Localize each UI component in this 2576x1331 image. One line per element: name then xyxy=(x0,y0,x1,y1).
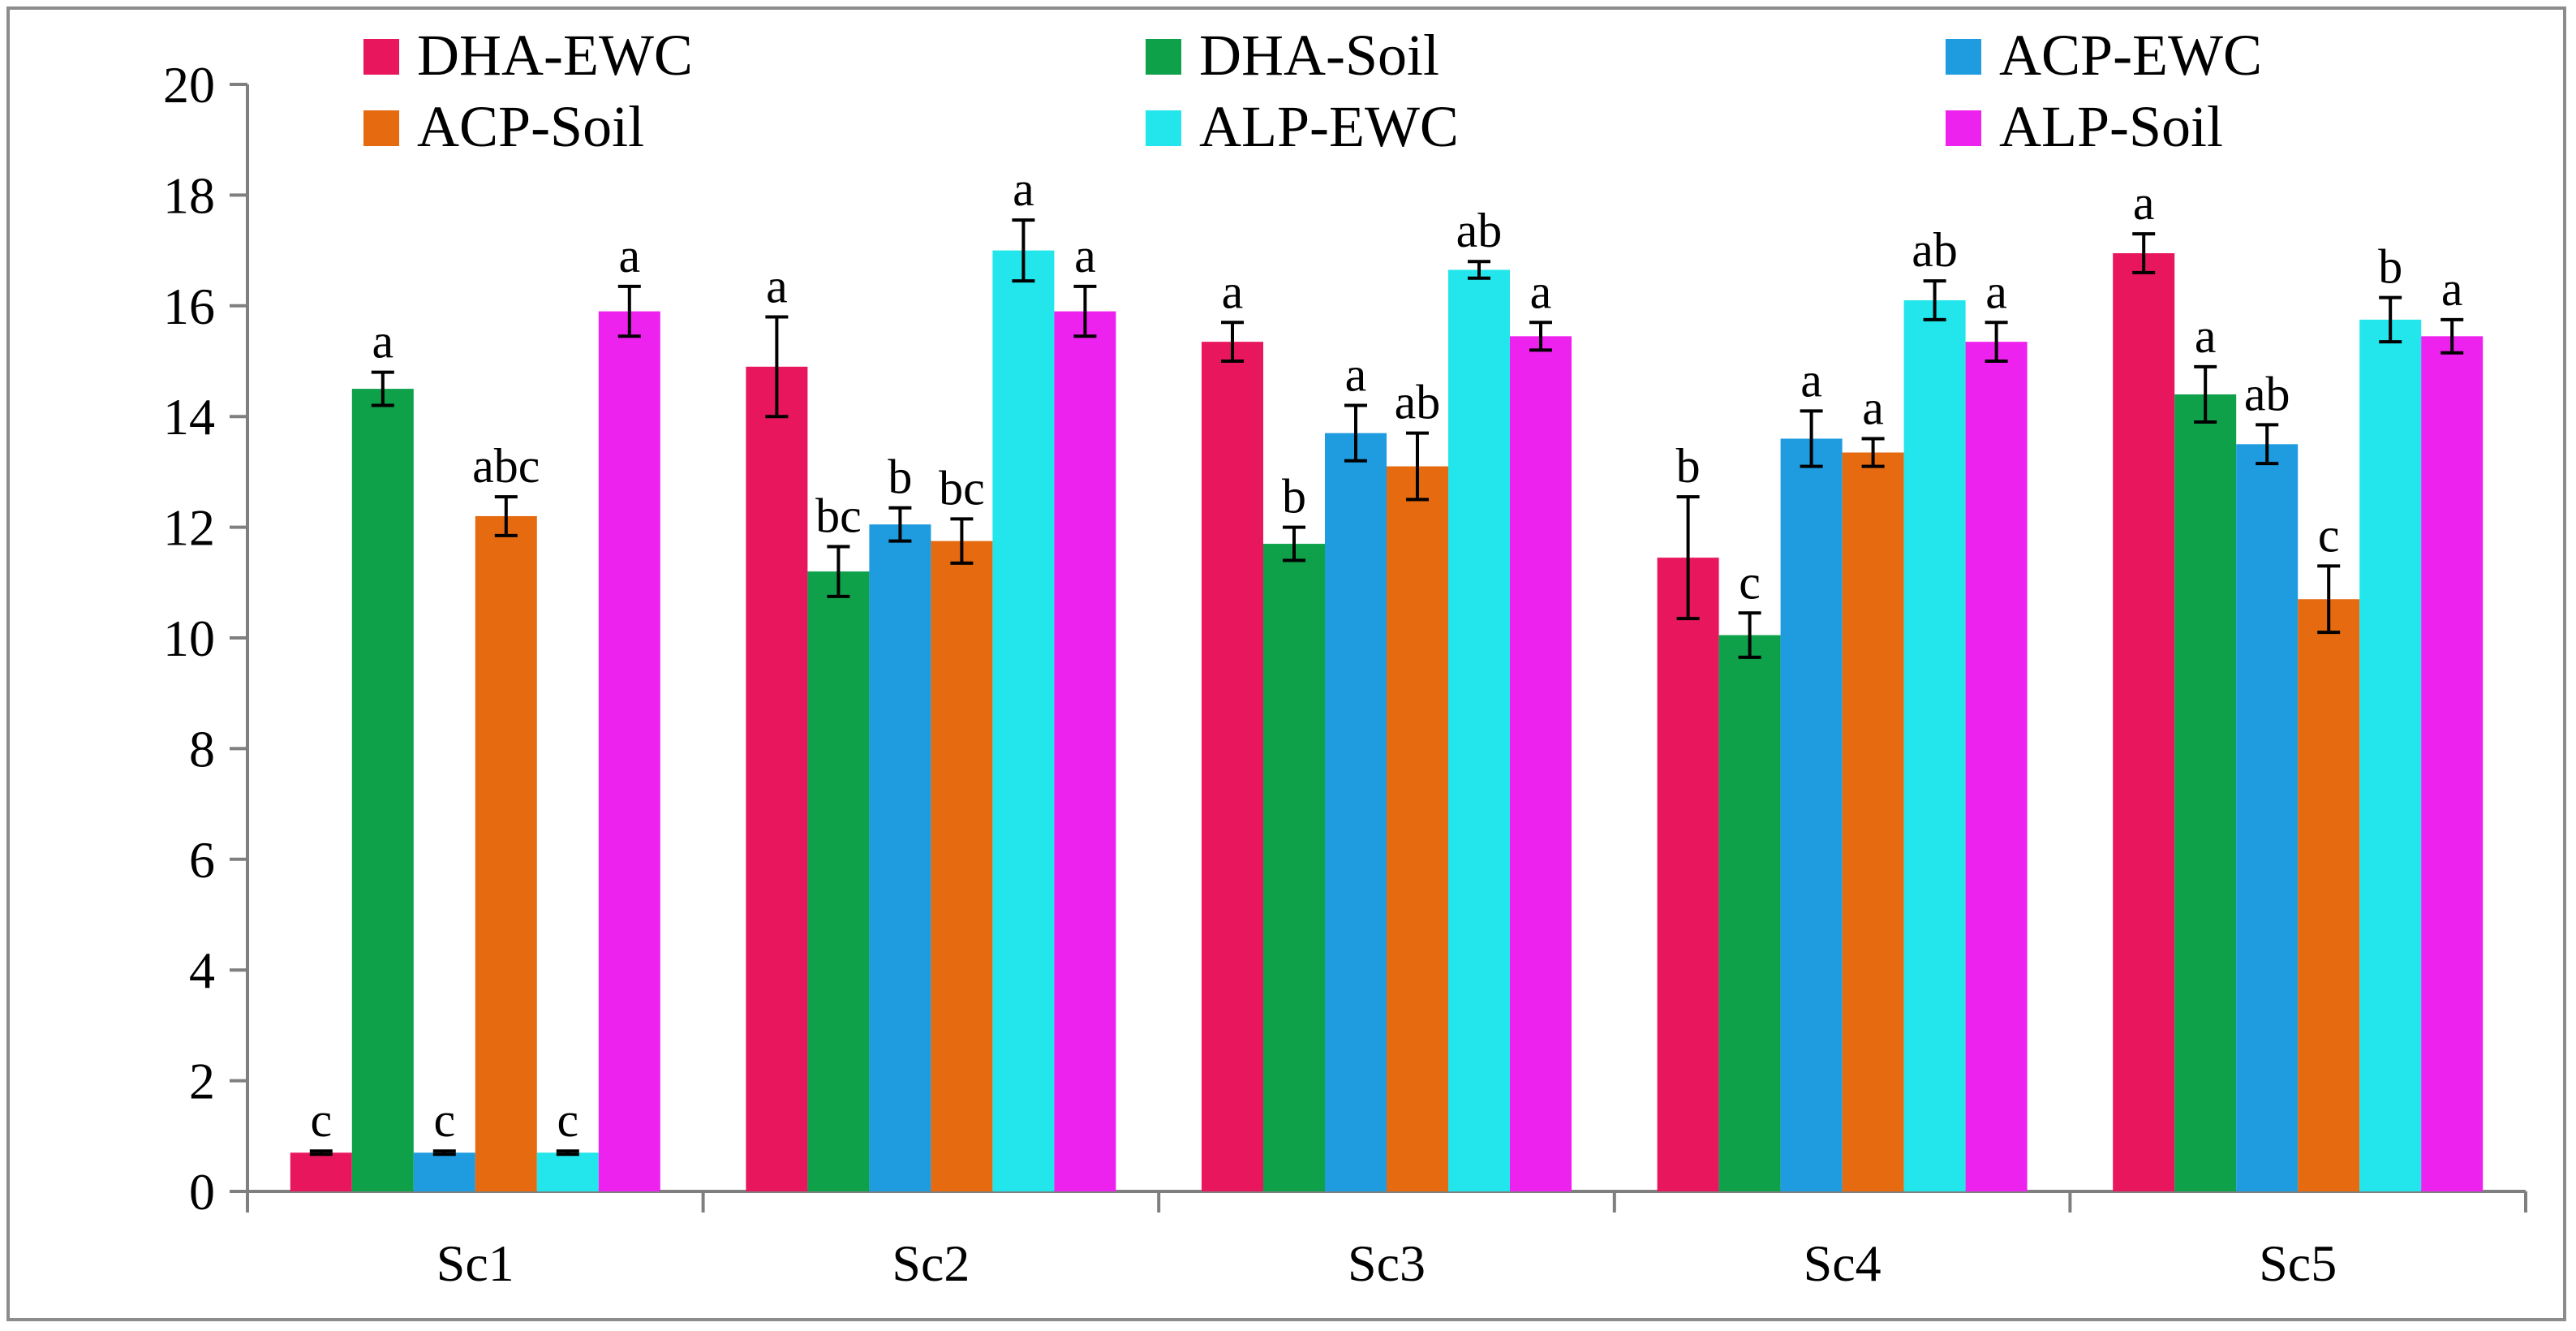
y-tick-label: 2 xyxy=(189,1053,215,1110)
bar xyxy=(598,311,660,1191)
bar xyxy=(869,524,931,1191)
bar xyxy=(1657,558,1719,1191)
bar xyxy=(1325,433,1387,1191)
bar xyxy=(1903,299,1966,1192)
x-category-label: Sc2 xyxy=(892,1234,970,1292)
legend-swatch xyxy=(363,110,399,146)
y-tick-label: 8 xyxy=(189,720,215,777)
bar xyxy=(351,389,414,1192)
bar xyxy=(2359,319,2422,1192)
bar xyxy=(931,541,993,1191)
legend: DHA-EWC DHA-Soil ACP-EWC ACP-Soil ALP-EWC ALP… xyxy=(363,23,2262,159)
bar xyxy=(1202,342,1263,1191)
bar xyxy=(2298,599,2360,1191)
significance-label: b xyxy=(888,450,912,504)
significance-label: c xyxy=(433,1093,455,1147)
significance-label: ab xyxy=(1456,204,1503,257)
significance-label: a xyxy=(1074,229,1096,282)
significance-label: a xyxy=(2133,176,2155,230)
bar xyxy=(2174,394,2237,1191)
bar xyxy=(1510,336,1572,1191)
significance-label: a xyxy=(1222,265,1244,318)
significance-label: bc xyxy=(815,489,862,542)
bar xyxy=(2421,336,2484,1191)
bar xyxy=(1842,452,1904,1191)
legend-label: ACP-Soil xyxy=(417,94,644,159)
bar xyxy=(1263,544,1325,1191)
x-category-label: Sc1 xyxy=(437,1234,514,1292)
x-category-label: Sc3 xyxy=(1348,1234,1426,1292)
legend-label: ALP-Soil xyxy=(1999,94,2223,159)
bar xyxy=(2236,444,2299,1191)
bar xyxy=(2113,253,2175,1191)
y-tick-label: 4 xyxy=(189,941,215,999)
significance-label: c xyxy=(557,1093,578,1147)
y-tick-label: 6 xyxy=(189,831,215,889)
legend-swatch xyxy=(1146,39,1181,75)
significance-label: ab xyxy=(1395,376,1441,429)
legend-label: ACP-EWC xyxy=(1999,23,2262,88)
significance-label: b xyxy=(1282,470,1306,523)
y-tick-label: 10 xyxy=(163,610,215,667)
x-category-label: Sc4 xyxy=(1804,1234,1881,1292)
significance-label: abc xyxy=(472,439,540,493)
bar xyxy=(1448,269,1510,1192)
y-tick-label: 0 xyxy=(189,1163,215,1221)
legend-swatch xyxy=(363,39,399,75)
significance-label: a xyxy=(1530,265,1552,318)
significance-label: b xyxy=(1676,439,1701,493)
y-tick-label: 20 xyxy=(163,56,215,114)
legend-swatch xyxy=(1946,110,1981,146)
significance-label: a xyxy=(618,229,640,282)
bar xyxy=(1387,466,1448,1191)
y-tick-label: 18 xyxy=(163,166,215,224)
significance-label: a xyxy=(1345,348,1367,402)
bar xyxy=(1718,635,1781,1191)
significance-label: b xyxy=(2378,240,2402,294)
legend-label: DHA-EWC xyxy=(417,23,693,88)
significance-label: a xyxy=(372,315,393,368)
significance-label: c xyxy=(2318,508,2340,562)
significance-label: a xyxy=(1985,265,2007,318)
significance-label: a xyxy=(1800,353,1822,407)
significance-label: a xyxy=(1862,381,1884,434)
bar xyxy=(536,1152,599,1191)
axes: 0 2 4 6 8 10 12 14 16 18 20 Sc1 Sc2 Sc3 Sc4 Sc5 xyxy=(163,56,2527,1292)
x-category-label: Sc5 xyxy=(2259,1234,2337,1292)
bar xyxy=(992,250,1055,1192)
significance-label: a xyxy=(2441,262,2463,316)
y-tick-label: 16 xyxy=(163,278,215,335)
significance-label: ab xyxy=(1912,223,1958,277)
y-tick-label: 12 xyxy=(163,499,215,557)
significance-label: a xyxy=(766,259,788,312)
significance-label: a xyxy=(2195,309,2217,363)
chart-frame xyxy=(6,6,2566,1321)
legend-swatch xyxy=(1146,110,1181,146)
bar xyxy=(1780,438,1843,1191)
significance-label: c xyxy=(310,1093,332,1147)
bar xyxy=(746,366,808,1191)
bar xyxy=(807,571,870,1191)
legend-label: DHA-Soil xyxy=(1199,23,1439,88)
significance-label: bc xyxy=(939,461,985,515)
bar xyxy=(475,515,537,1191)
bar xyxy=(413,1152,475,1191)
bar xyxy=(290,1152,352,1191)
legend-swatch xyxy=(1946,39,1981,75)
bar xyxy=(1965,342,2028,1191)
significance-label: ab xyxy=(2244,367,2290,420)
bar xyxy=(1054,311,1116,1191)
significance-label: c xyxy=(1739,555,1761,609)
significance-label: a xyxy=(1013,162,1034,216)
y-tick-label: 14 xyxy=(163,388,215,446)
legend-label: ALP-EWC xyxy=(1199,94,1459,159)
